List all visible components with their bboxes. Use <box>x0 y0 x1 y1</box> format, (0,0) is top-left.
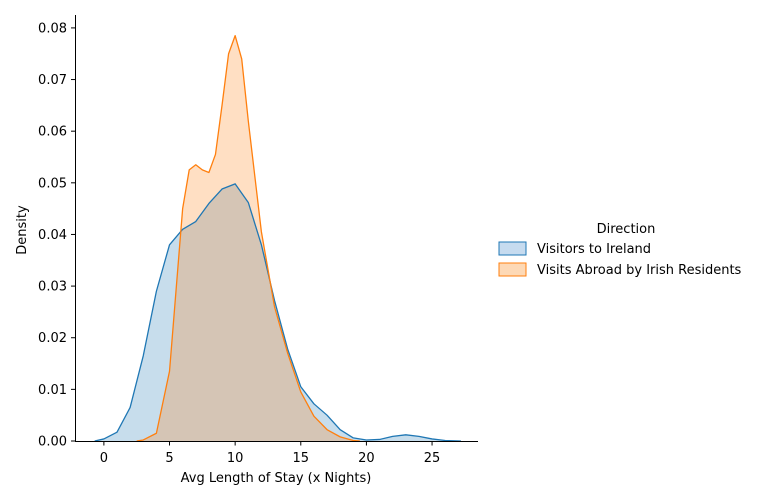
x-tick-label: 20 <box>358 451 375 466</box>
y-tick-label: 0.06 <box>38 125 67 140</box>
x-tick-label: 5 <box>165 451 173 466</box>
legend-label-abroad: Visits Abroad by Irish Residents <box>537 263 742 278</box>
density-fill-0 <box>94 183 461 441</box>
x-tick-label: 0 <box>100 451 108 466</box>
legend-swatch-abroad <box>498 262 527 277</box>
y-tick-label: 0.02 <box>38 331 67 346</box>
legend-label-visitors: Visitors to Ireland <box>537 242 651 257</box>
legend-swatch-visitors <box>498 241 527 256</box>
y-tick-label: 0.07 <box>38 73 67 88</box>
axes <box>75 15 478 442</box>
x-tick-label: 15 <box>293 451 310 466</box>
legend-title: Direction <box>597 222 656 237</box>
y-axis-label: Density <box>15 205 30 255</box>
y-ticks: 0.00 0.01 0.02 0.03 0.04 0.05 0.06 0.07 0.08 <box>38 21 76 450</box>
density-fill-1 <box>136 35 360 442</box>
x-axis-label: Avg Length of Stay (x Nights) <box>181 471 372 486</box>
y-tick-label: 0.01 <box>38 383 67 398</box>
legend: Direction Visitors to Ireland Visits Abr… <box>498 222 742 278</box>
y-tick-label: 0.03 <box>38 280 67 295</box>
density-line-0 <box>94 183 461 442</box>
x-ticks: 0 5 10 15 20 25 <box>100 441 441 466</box>
plot-area <box>94 35 461 442</box>
density-line-1 <box>136 35 360 442</box>
x-tick-label: 10 <box>227 451 244 466</box>
y-tick-label: 0.04 <box>38 228 67 243</box>
y-tick-label: 0.00 <box>38 435 67 450</box>
y-tick-label: 0.08 <box>38 21 67 36</box>
x-tick-label: 25 <box>424 451 441 466</box>
y-tick-label: 0.05 <box>38 176 67 191</box>
